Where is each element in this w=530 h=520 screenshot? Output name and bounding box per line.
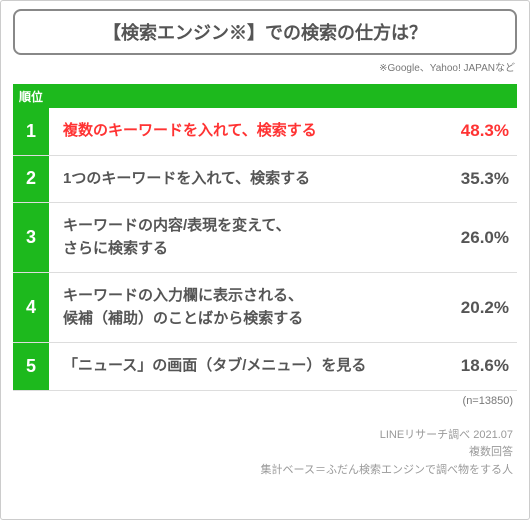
rank-cell: 2 [13, 155, 49, 203]
footer: LINEリサーチ調べ 2021.07 複数回答 集計ベース＝ふだん検索エンジンで… [13, 427, 517, 480]
rank-cell: 4 [13, 273, 49, 343]
title-box: 【検索エンジン※】での検索の仕方は？ [13, 9, 517, 55]
content-cell: 「ニュース」の画面（タブ/メニュー）を見る 18.6% [49, 343, 517, 391]
content-cell: 複数のキーワードを入れて、検索する 48.3% [49, 108, 517, 155]
table-row: 3 キーワードの内容/表現を変えて、さらに検索する 26.0% [13, 203, 517, 273]
content-cell: 1つのキーワードを入れて、検索する 35.3% [49, 155, 517, 203]
row-text: キーワードの内容/表現を変えて、さらに検索する [63, 215, 443, 260]
footer-line-2: 複数回答 [13, 444, 513, 462]
ranking-table: 順位 1複数のキーワードを入れて、検索する48.3%21つのキーワードを入れて、… [13, 84, 517, 391]
title-text: 【検索エンジン※】での検索の仕方は？ [103, 23, 427, 43]
rank-cell: 3 [13, 203, 49, 273]
table-row: 2 1つのキーワードを入れて、検索する 35.3% [13, 155, 517, 203]
row-percent: 35.3% [451, 169, 509, 189]
row-percent: 26.0% [451, 228, 509, 248]
row-text: 複数のキーワードを入れて、検索する [63, 120, 443, 143]
footer-line-1: LINEリサーチ調べ 2021.07 [13, 427, 513, 445]
row-percent: 18.6% [451, 356, 509, 376]
row-percent: 48.3% [451, 121, 509, 141]
table-header-row: 順位 [13, 84, 517, 108]
table-row: 1 複数のキーワードを入れて、検索する 48.3% [13, 108, 517, 155]
row-percent: 20.2% [451, 298, 509, 318]
rank-cell: 5 [13, 343, 49, 391]
content-cell: キーワードの内容/表現を変えて、さらに検索する 26.0% [49, 203, 517, 273]
rank-header: 順位 [13, 84, 49, 108]
n-note: (n=13850) [13, 395, 517, 407]
table-row: 5 「ニュース」の画面（タブ/メニュー）を見る 18.6% [13, 343, 517, 391]
subtitle-note: ※Google、Yahoo! JAPANなど [13, 59, 517, 74]
table-row: 4 キーワードの入力欄に表示される、候補（補助）のことばから検索する 20.2% [13, 273, 517, 343]
header-rest [49, 84, 517, 108]
content-cell: キーワードの入力欄に表示される、候補（補助）のことばから検索する 20.2% [49, 273, 517, 343]
row-text: キーワードの入力欄に表示される、候補（補助）のことばから検索する [63, 285, 443, 330]
rank-cell: 1 [13, 108, 49, 155]
row-text: 1つのキーワードを入れて、検索する [63, 168, 443, 191]
footer-line-3: 集計ベース＝ふだん検索エンジンで調べ物をする人 [13, 462, 513, 480]
row-text: 「ニュース」の画面（タブ/メニュー）を見る [63, 355, 443, 378]
